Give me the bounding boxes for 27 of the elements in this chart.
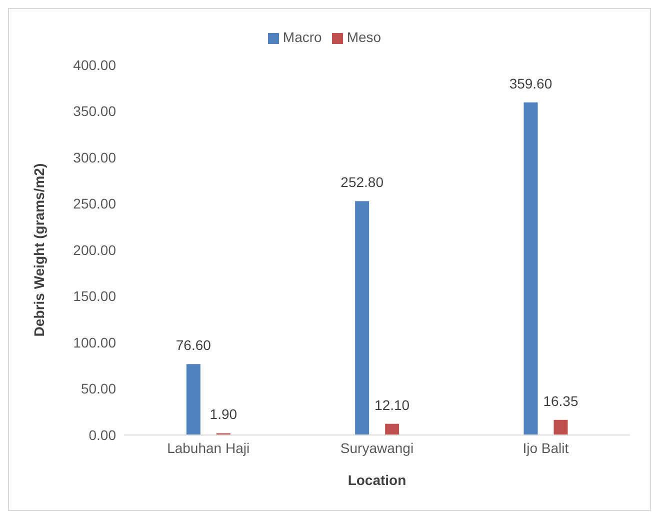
data-label: 12.10 [374, 396, 410, 413]
y-tick-label: 350.00 [73, 103, 116, 120]
y-tick-label: 400.00 [73, 56, 116, 73]
data-label: 16.35 [543, 392, 578, 409]
y-tick-label: 0.00 [88, 426, 116, 443]
data-label: 76.60 [176, 337, 212, 354]
bar [186, 364, 200, 435]
y-tick-label: 100.00 [73, 334, 116, 350]
x-tick-label: Labuhan Haji [167, 440, 250, 456]
y-tick-label: 150.00 [73, 288, 116, 304]
x-axis-title: Location [348, 472, 406, 488]
y-tick-label: 200.00 [73, 242, 116, 258]
y-axis-title: Debris Weight (grams/m2) [30, 163, 47, 337]
data-label: 359.60 [509, 75, 552, 92]
legend-label: Meso [346, 29, 382, 45]
legend-label: Macro [282, 29, 322, 45]
y-tick-label: 250.00 [73, 196, 116, 212]
bar [385, 424, 400, 435]
x-tick-label: Ijo Balit [522, 440, 569, 456]
y-tick-label: 300.00 [73, 149, 116, 166]
bar [524, 102, 538, 435]
bar [355, 201, 370, 435]
y-tick-label: 50.00 [80, 380, 116, 397]
data-label: 252.80 [340, 174, 384, 190]
bar [554, 420, 568, 435]
data-label: 1.90 [210, 406, 238, 422]
x-tick-label: Suryawangi [340, 440, 414, 456]
